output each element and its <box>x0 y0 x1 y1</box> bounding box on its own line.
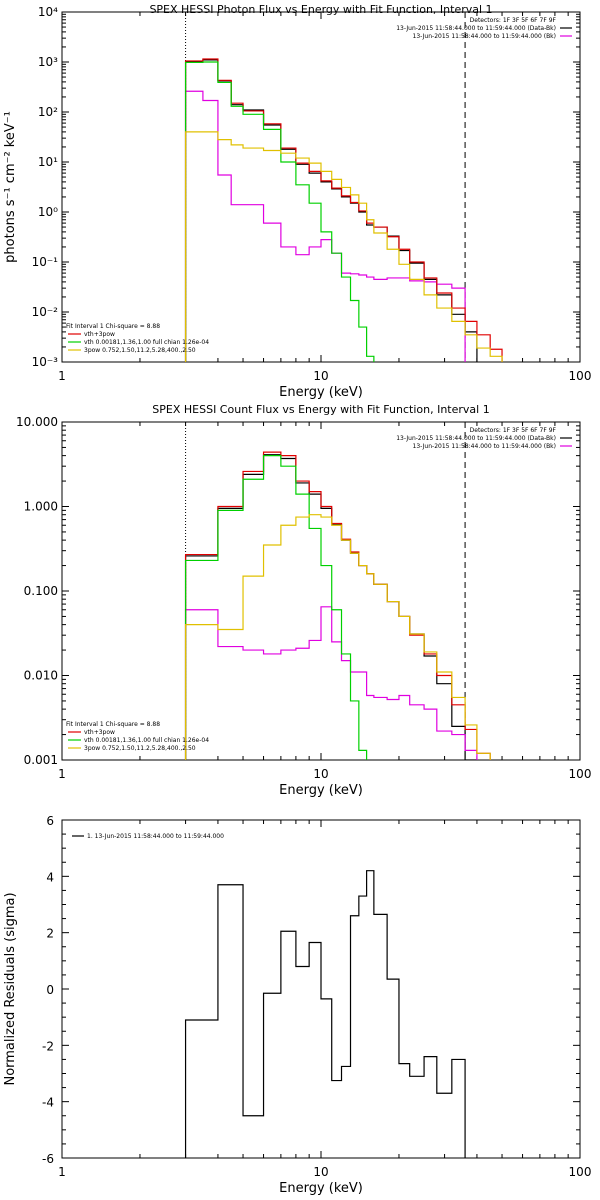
x-tick-label: 100 <box>569 369 592 383</box>
y-tick-label: 10⁻³ <box>32 355 59 369</box>
y-tick-label: 10⁻¹ <box>32 255 59 269</box>
y-tick-label: 0 <box>46 983 54 997</box>
chart-title: SPEX HESSI Photon Flux vs Energy with Fi… <box>149 3 492 16</box>
x-axis-ticks <box>61 12 569 362</box>
series-line-1-13-jun-2015-11-58-44-000-to-11-59-44-000 <box>184 870 466 1158</box>
y-axis-label: photons s⁻¹ cm⁻² keV⁻¹ <box>3 111 18 263</box>
legend-line: vth 0.00181,1.36,1.00 full chian 1.26e-0… <box>84 737 209 744</box>
legend-line: Fit Interval 1 Chi-square = 8.88 <box>66 721 160 728</box>
x-tick-label: 100 <box>569 767 592 781</box>
x-axis-label: Energy (keV) <box>279 783 363 798</box>
series-line-bk <box>184 90 466 362</box>
x-axis-ticks <box>61 422 569 760</box>
y-axis-ticks <box>62 11 580 363</box>
y-tick-label: 0.100 <box>24 584 58 598</box>
plot-frame <box>61 421 581 761</box>
series-line-vth-3pow <box>184 451 491 760</box>
y-axis-ticks <box>62 421 580 761</box>
legend-line: 3pow 0.752,1.50,11.2,5.28,400.,2.50 <box>84 745 196 752</box>
series-line-vth <box>184 455 368 760</box>
header-line: 13-Jun-2015 11:58:44.000 to 11:59:44.000… <box>396 435 556 442</box>
y-tick-label: 10² <box>38 105 58 119</box>
x-tick-label: 10 <box>313 369 328 383</box>
header-line: Detectors: 1F 3F 5F 6F 7F 9F <box>470 427 557 434</box>
legend-line: 1. 13-Jun-2015 11:58:44.000 to 11:59:44.… <box>87 833 224 840</box>
legend-line: vth+3pow <box>84 331 115 338</box>
y-tick-label: 10⁰ <box>38 205 58 219</box>
x-tick-label: 10 <box>313 1165 328 1179</box>
x-tick-label: 10 <box>313 767 328 781</box>
header-line: 13-Jun-2015 11:58:44.000 to 11:59:44.000… <box>396 25 556 32</box>
legend-line: Fit Interval 1 Chi-square = 8.88 <box>66 323 160 330</box>
y-tick-label: 2 <box>46 927 54 941</box>
x-axis-ticks <box>61 820 569 1158</box>
chart-title: SPEX HESSI Count Flux vs Energy with Fit… <box>152 403 489 416</box>
y-tick-label: 0.001 <box>24 753 58 767</box>
x-axis-label: Energy (keV) <box>279 1181 363 1196</box>
y-axis-label: Normalized Residuals (sigma) <box>3 892 18 1085</box>
legend-line: vth+3pow <box>84 729 115 736</box>
y-tick-label: 6 <box>46 814 54 828</box>
y-tick-label: -4 <box>42 1096 54 1110</box>
y-tick-label: 10⁻² <box>32 305 59 319</box>
series-line-3pow <box>184 131 503 362</box>
y-tick-label: 0.010 <box>24 669 58 683</box>
header-line: 13-Jun-2015 11:58:44.000 to 11:59:44.000… <box>413 33 556 40</box>
y-tick-label: 10.000 <box>16 415 58 429</box>
plot-frame <box>61 11 581 363</box>
x-tick-label: 100 <box>569 1165 592 1179</box>
y-tick-label: 10⁴ <box>38 5 58 19</box>
chart-panel-3: 1 10 100 Energy (keV) -6 -4 -2 0 2 4 6 Normalized R… <box>3 814 591 1196</box>
series-line-vth <box>184 61 375 362</box>
header-line: 13-Jun-2015 11:58:44.000 to 11:59:44.000… <box>413 443 556 450</box>
x-tick-label: 1 <box>58 369 66 383</box>
x-tick-label: 1 <box>58 767 66 781</box>
y-axis-ticks <box>62 819 580 1159</box>
x-tick-label: 1 <box>58 1165 66 1179</box>
legend-line: vth 0.00181,1.36,1.00 full chian 1.26e-0… <box>84 339 209 346</box>
y-tick-label: 10³ <box>38 55 58 69</box>
y-tick-label: 4 <box>46 870 54 884</box>
series-line-3pow <box>184 514 491 760</box>
chart-panel-2: SPEX HESSI Count Flux vs Energy with Fit… <box>16 403 591 798</box>
y-tick-label: -6 <box>42 1152 54 1166</box>
chart-panel-1: SPEX HESSI Photon Flux vs Energy with Fi… <box>3 3 591 400</box>
header-line: Detectors: 1F 3F 5F 6F 7F 9F <box>470 17 557 24</box>
x-axis-label: Energy (keV) <box>279 385 363 400</box>
y-tick-label: -2 <box>42 1039 54 1053</box>
y-tick-label: 10¹ <box>38 155 58 169</box>
legend-line: 3pow 0.752,1.50,11.2,5.28,400.,2.50 <box>84 347 196 354</box>
series-line-data-bk <box>184 59 478 362</box>
y-tick-label: 1.000 <box>24 500 58 514</box>
